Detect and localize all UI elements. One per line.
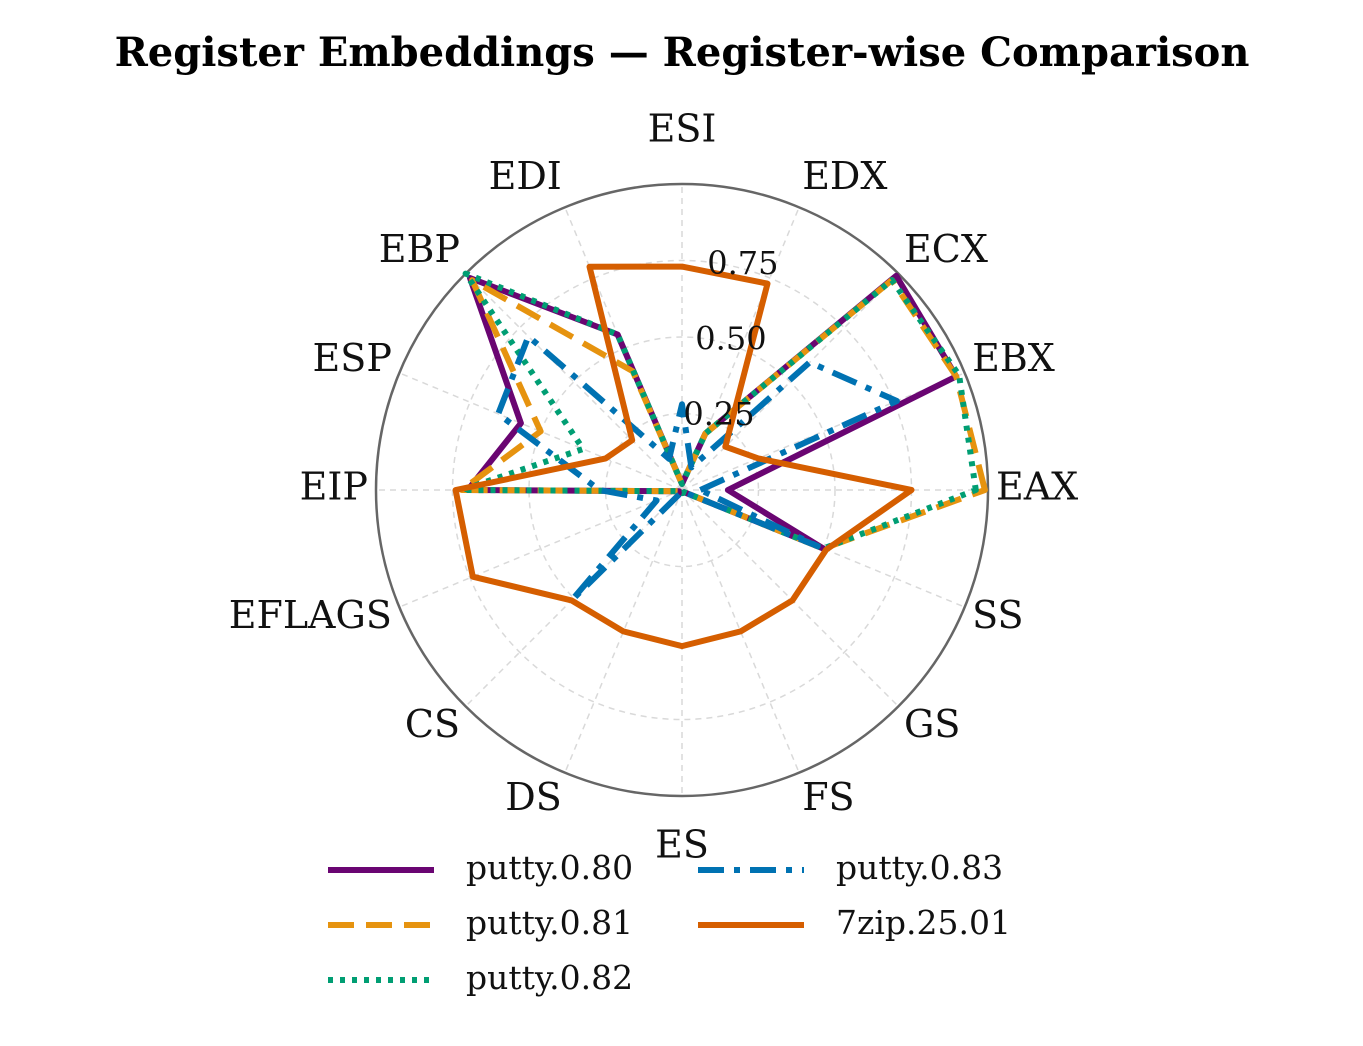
axis-label-eip: EIP — [300, 465, 368, 509]
axis-labels: EAX EBX ECX EDX ESI EDI EBP ESP EIP EFLAGS CS DS ES F… — [229, 107, 1079, 867]
axis-label-ecx: ECX — [904, 227, 988, 271]
legend-label: 7zip.25.01 — [836, 903, 1011, 942]
axis-label-es: ES — [655, 823, 709, 867]
grid-spoke — [681, 489, 899, 707]
axis-label-esp: ESP — [313, 336, 392, 380]
grid-spoke — [681, 489, 965, 608]
axis-label-edx: EDX — [802, 154, 887, 198]
axis-label-gs: GS — [904, 702, 960, 746]
legend: putty.0.80 putty.0.81 putty.0.82 putty.0.83… — [328, 848, 1011, 997]
legend-label: putty.0.81 — [466, 903, 633, 942]
legend-item: putty.0.81 — [328, 903, 633, 942]
legend-label: putty.0.82 — [466, 958, 633, 997]
axis-label-ebx: EBX — [972, 336, 1055, 380]
outer-ring — [374, 182, 990, 798]
axis-label-fs: FS — [802, 775, 854, 819]
legend-item: putty.0.80 — [328, 848, 633, 887]
chart-title: Register Embeddings — Register-wise Comp… — [115, 29, 1250, 76]
grid-spoke — [465, 273, 683, 491]
grid-ring — [528, 336, 836, 644]
legend-item: 7zip.25.01 — [698, 903, 1011, 942]
series-line-putty-0-82 — [458, 270, 979, 552]
radial-tick-labels: 0.25 0.50 0.75 — [683, 244, 778, 433]
legend-label: putty.0.80 — [466, 848, 633, 887]
grid-spoke — [681, 489, 800, 773]
grid-spoke — [681, 273, 899, 491]
legend-item: putty.0.83 — [698, 848, 1003, 887]
series-lines — [452, 263, 988, 650]
legend-item: putty.0.82 — [328, 958, 633, 997]
grid-spoke — [564, 489, 683, 773]
grid-spoke — [399, 489, 683, 608]
polar-grid — [374, 182, 990, 798]
grid-spoke — [465, 489, 683, 707]
radial-tick-label: 0.75 — [707, 244, 778, 282]
axis-label-esi: ESI — [648, 107, 717, 151]
axis-label-cs: CS — [405, 702, 460, 746]
grid-ring — [604, 412, 760, 568]
axis-label-edi: EDI — [489, 154, 562, 198]
radial-tick-label: 0.50 — [695, 319, 766, 357]
axis-label-ebp: EBP — [379, 227, 460, 271]
radial-tick-label: 0.25 — [683, 395, 754, 433]
axis-label-eflags: EFLAGS — [229, 593, 392, 637]
axis-label-ss: SS — [972, 593, 1023, 637]
legend-label: putty.0.83 — [836, 848, 1003, 887]
grid-spoke — [399, 372, 683, 491]
series-line-7zip-25-01 — [452, 263, 915, 650]
grid-spoke — [564, 207, 683, 491]
grid-spoke — [681, 207, 800, 491]
axis-label-eax: EAX — [996, 465, 1078, 509]
axis-label-ds: DS — [505, 775, 562, 819]
